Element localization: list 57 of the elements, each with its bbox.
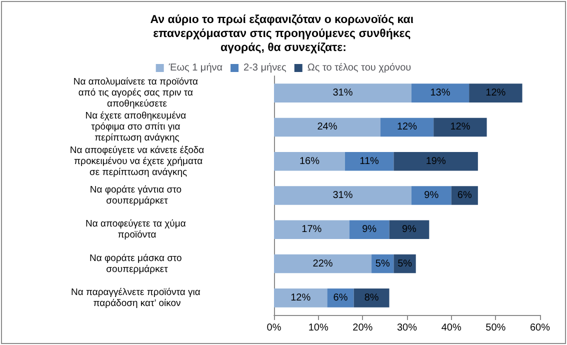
bar bbox=[274, 254, 372, 274]
y-tick-label: Να αποφεύγετε να κάνετε έξοδα προκειμένου να έχετε χρήματα σε περίπτωση ανάγκης bbox=[70, 144, 205, 178]
y-tick-label: Να παραγγέλνετε προϊόντα για παράδοση κατ’ οίκον bbox=[70, 286, 204, 309]
legend-label: Ως το τέλος του χρόνου bbox=[307, 62, 412, 74]
x-tick-label: 30% bbox=[396, 322, 418, 334]
data-label: 22% bbox=[312, 258, 333, 270]
data-label: 6% bbox=[333, 292, 348, 304]
bar bbox=[354, 288, 390, 308]
bar bbox=[274, 118, 380, 137]
bar bbox=[274, 220, 350, 240]
y-tick-label: Να έχετε αποθηκευμένα τρόφιμα στο σπίτι για περίπτωση ανάγκης bbox=[85, 110, 189, 144]
data-label: 5% bbox=[375, 258, 390, 270]
data-label: 31% bbox=[332, 190, 353, 201]
x-tick-label: 10% bbox=[308, 322, 328, 334]
data-label: 12% bbox=[396, 122, 418, 133]
data-label: 17% bbox=[302, 224, 322, 236]
x-tick-label: 40% bbox=[441, 322, 462, 334]
x-tick-label: 20% bbox=[352, 322, 373, 334]
data-label: 9% bbox=[424, 190, 439, 201]
y-tick-label: Να απολυμαίνετε τα προϊόντα από τις αγορές σας πριν τα αποθηκεύσετε bbox=[73, 76, 201, 110]
data-label: 12% bbox=[450, 122, 470, 133]
bar bbox=[274, 152, 345, 171]
bar bbox=[434, 118, 487, 137]
bar bbox=[349, 220, 390, 240]
bar bbox=[469, 84, 522, 102]
data-label: 8% bbox=[364, 292, 379, 304]
y-tick-label: Να φοράτε μάσκα στο σουπερμάρκετ bbox=[90, 252, 184, 275]
x-tick-label: 0% bbox=[266, 322, 282, 334]
chart-title: Αν αύριο το πρωί εξαφανιζόταν ο κορωνοϊός και επανερχόμασταν στις προηγούμενες συνθήκες αγοράς, θα συνεχίζατε: bbox=[150, 14, 417, 54]
legend-label: Έως 1 μήνα bbox=[168, 62, 223, 74]
x-tick-label: 50% bbox=[486, 322, 506, 334]
data-label: 9% bbox=[402, 224, 417, 236]
data-label: 11% bbox=[360, 156, 380, 167]
bar bbox=[389, 220, 430, 240]
bar bbox=[411, 186, 452, 205]
bar bbox=[344, 152, 394, 171]
bar bbox=[274, 84, 412, 102]
x-tick-label: 60% bbox=[530, 322, 550, 334]
data-label: 6% bbox=[457, 190, 472, 201]
data-label: 16% bbox=[299, 156, 320, 167]
bar bbox=[274, 186, 412, 205]
data-label: 12% bbox=[290, 292, 311, 304]
y-tick-label: Να φοράτε γάντια στο σουπερμάρκετ bbox=[90, 184, 184, 206]
data-label: 12% bbox=[486, 88, 506, 99]
bar bbox=[274, 288, 328, 308]
data-label: 31% bbox=[332, 88, 353, 99]
data-label: 13% bbox=[430, 88, 450, 99]
bar bbox=[411, 84, 470, 102]
bar bbox=[380, 118, 434, 137]
legend-label: 2-3 μήνες bbox=[244, 62, 287, 74]
data-label: 9% bbox=[362, 224, 377, 236]
data-label: 19% bbox=[426, 156, 446, 167]
bar bbox=[394, 152, 478, 171]
data-label: 24% bbox=[317, 122, 338, 133]
bar bbox=[327, 288, 354, 308]
y-tick-label: Να αποφεύγετε τα χύμα προϊόντα bbox=[86, 218, 188, 241]
data-label: 5% bbox=[398, 258, 412, 270]
